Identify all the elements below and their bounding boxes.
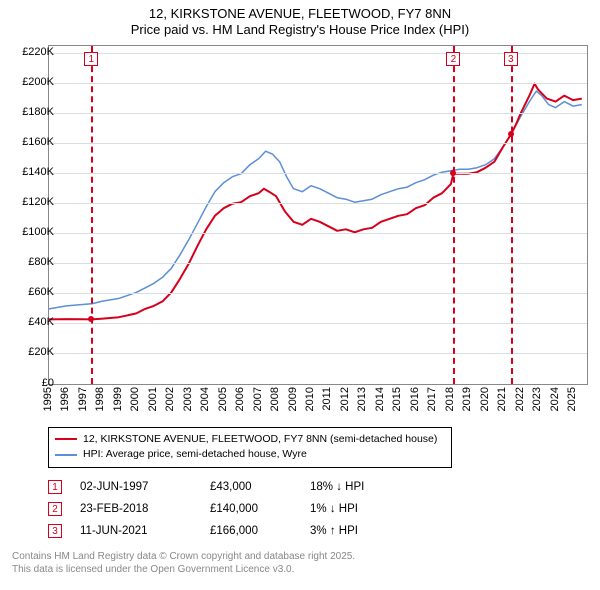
title-subtitle: Price paid vs. HM Land Registry's House … xyxy=(0,22,600,38)
y-tick-label: £60K xyxy=(10,286,54,298)
x-tick-label: 2004 xyxy=(199,387,211,411)
y-tick-label: £220K xyxy=(10,46,54,58)
footer-line2: This data is licensed under the Open Gov… xyxy=(12,563,600,576)
sales-row-delta: 18% ↓ HPI xyxy=(310,481,400,493)
x-tick-label: 2021 xyxy=(496,387,508,411)
x-tick-label: 2007 xyxy=(252,387,264,411)
sales-row-marker: 1 xyxy=(48,480,62,494)
y-tick-label: £140K xyxy=(10,166,54,178)
x-tick-label: 2011 xyxy=(321,387,333,411)
x-tick-label: 2019 xyxy=(461,387,473,411)
x-tick-label: 2014 xyxy=(374,387,386,411)
legend-swatch-property xyxy=(55,438,77,440)
gridline-h xyxy=(49,293,587,294)
y-tick-label: £20K xyxy=(10,346,54,358)
legend-row-property: 12, KIRKSTONE AVENUE, FLEETWOOD, FY7 8NN… xyxy=(55,432,445,448)
sales-row-marker: 3 xyxy=(48,524,62,538)
gridline-h xyxy=(49,203,587,204)
legend-label-hpi: HPI: Average price, semi-detached house,… xyxy=(83,447,307,463)
sales-row-price: £140,000 xyxy=(210,503,310,515)
x-tick-label: 1996 xyxy=(59,387,71,411)
gridline-h xyxy=(49,263,587,264)
sales-row-delta: 3% ↑ HPI xyxy=(310,525,400,537)
y-tick-label: £200K xyxy=(10,76,54,88)
marker-line-2 xyxy=(453,46,455,384)
x-tick-label: 2023 xyxy=(531,387,543,411)
x-tick-label: 2001 xyxy=(147,387,159,411)
legend-box: 12, KIRKSTONE AVENUE, FLEETWOOD, FY7 8NN… xyxy=(48,427,452,469)
sales-row-date: 02-JUN-1997 xyxy=(80,481,210,493)
x-tick-label: 1995 xyxy=(42,387,54,411)
gridline-h xyxy=(49,83,587,84)
sale-dot-1 xyxy=(88,316,94,322)
title-address: 12, KIRKSTONE AVENUE, FLEETWOOD, FY7 8NN xyxy=(0,6,600,22)
x-tick-label: 2015 xyxy=(391,387,403,411)
x-tick-label: 2012 xyxy=(339,387,351,411)
x-tick-label: 2010 xyxy=(304,387,316,411)
gridline-h xyxy=(49,353,587,354)
y-tick-label: £160K xyxy=(10,136,54,148)
gridline-h xyxy=(49,143,587,144)
chart-series-svg xyxy=(49,46,587,384)
title-block: 12, KIRKSTONE AVENUE, FLEETWOOD, FY7 8NN… xyxy=(0,0,600,39)
x-tick-label: 1999 xyxy=(112,387,124,411)
gridline-h xyxy=(49,173,587,174)
x-tick-label: 2006 xyxy=(234,387,246,411)
marker-box-1: 1 xyxy=(84,52,98,66)
y-tick-label: £40K xyxy=(10,316,54,328)
x-tick-label: 2013 xyxy=(356,387,368,411)
x-tick-label: 2000 xyxy=(129,387,141,411)
y-tick-label: £100K xyxy=(10,226,54,238)
y-tick-label: £80K xyxy=(10,256,54,268)
x-tick-label: 2008 xyxy=(269,387,281,411)
series-property xyxy=(49,83,582,319)
x-tick-label: 2005 xyxy=(217,387,229,411)
footer-line1: Contains HM Land Registry data © Crown c… xyxy=(12,550,600,563)
sale-dot-3 xyxy=(508,131,514,137)
sale-dot-2 xyxy=(450,170,456,176)
footer-attribution: Contains HM Land Registry data © Crown c… xyxy=(12,550,600,576)
gridline-h xyxy=(49,113,587,114)
sales-row: 1 02-JUN-1997£43,00018% ↓ HPI xyxy=(48,476,600,498)
legend-swatch-hpi xyxy=(55,454,77,456)
x-tick-label: 2016 xyxy=(409,387,421,411)
y-tick-label: £180K xyxy=(10,106,54,118)
x-tick-label: 2009 xyxy=(287,387,299,411)
sales-table: 1 02-JUN-1997£43,00018% ↓ HPI 2 23-FEB-2018… xyxy=(48,476,600,542)
x-tick-label: 2018 xyxy=(444,387,456,411)
x-tick-label: 2025 xyxy=(566,387,578,411)
x-tick-label: 2002 xyxy=(164,387,176,411)
chart-plot-area: 1 2 3 xyxy=(48,45,588,385)
sales-row: 2 23-FEB-2018£140,0001% ↓ HPI xyxy=(48,498,600,520)
x-tick-label: 2017 xyxy=(426,387,438,411)
sales-row-date: 23-FEB-2018 xyxy=(80,503,210,515)
sales-row-date: 11-JUN-2021 xyxy=(80,525,210,537)
sales-row-price: £43,000 xyxy=(210,481,310,493)
gridline-h xyxy=(49,233,587,234)
sales-row-delta: 1% ↓ HPI xyxy=(310,503,400,515)
gridline-h xyxy=(49,323,587,324)
sales-row-marker: 2 xyxy=(48,502,62,516)
x-tick-label: 2003 xyxy=(182,387,194,411)
series-hpi xyxy=(49,91,582,309)
marker-line-3 xyxy=(511,46,513,384)
marker-box-3: 3 xyxy=(504,52,518,66)
x-tick-label: 2022 xyxy=(514,387,526,411)
sales-row-price: £166,000 xyxy=(210,525,310,537)
legend-label-property: 12, KIRKSTONE AVENUE, FLEETWOOD, FY7 8NN… xyxy=(83,432,437,448)
x-tick-label: 1997 xyxy=(77,387,89,411)
x-tick-label: 1998 xyxy=(94,387,106,411)
x-tick-label: 2024 xyxy=(549,387,561,411)
y-tick-label: £120K xyxy=(10,196,54,208)
sales-row: 3 11-JUN-2021£166,0003% ↑ HPI xyxy=(48,520,600,542)
marker-box-2: 2 xyxy=(446,52,460,66)
legend-row-hpi: HPI: Average price, semi-detached house,… xyxy=(55,447,445,463)
x-tick-label: 2020 xyxy=(479,387,491,411)
marker-line-1 xyxy=(91,46,93,384)
